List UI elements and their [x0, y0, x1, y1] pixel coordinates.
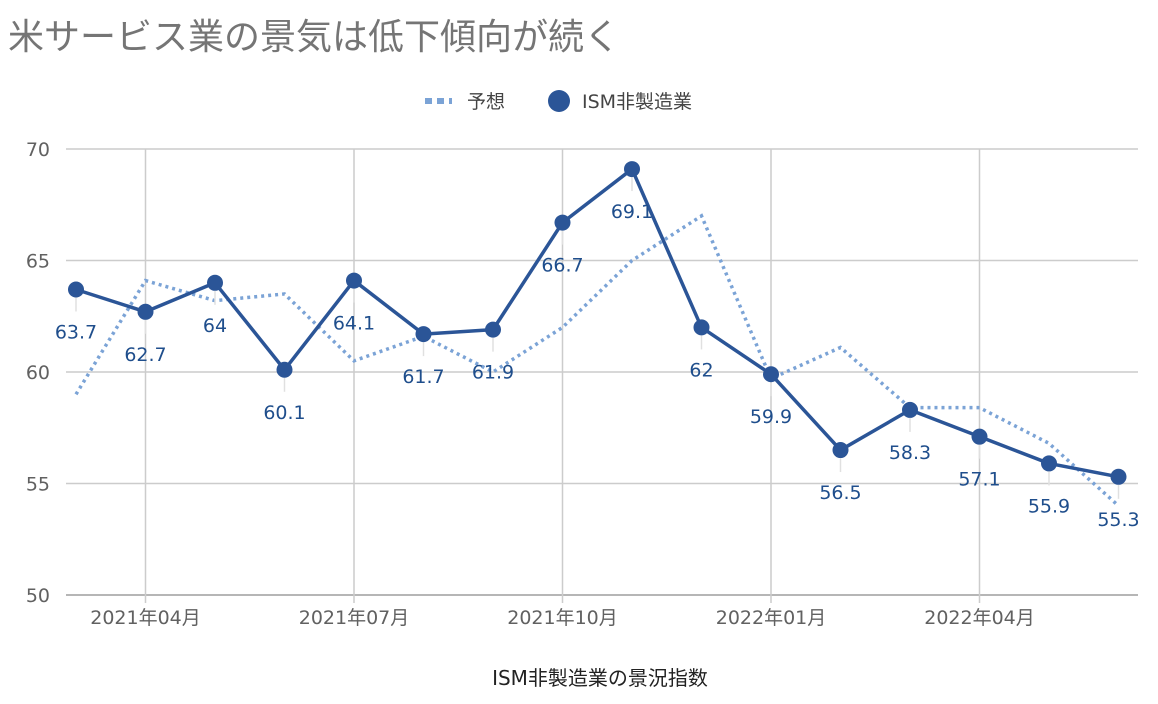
ism-data-point: [832, 442, 849, 459]
ism-data-label: 61.9: [472, 362, 514, 384]
x-tick-label: 2021年04月: [90, 607, 201, 629]
ism-data-label: 64: [203, 315, 227, 337]
x-tick-label: 2021年10月: [507, 607, 618, 629]
ism-data-label: 62.7: [124, 344, 166, 366]
ism-data-label: 63.7: [55, 321, 97, 343]
x-axis-title: ISM非製造業の景況指数: [492, 666, 708, 690]
ism-data-label: 57.1: [958, 469, 1000, 491]
x-tick-label: 2021年07月: [299, 607, 410, 629]
ism-data-point: [485, 321, 501, 338]
ism-data-label: 66.7: [541, 255, 583, 277]
ism-data-point: [902, 401, 918, 418]
forecast-series-line: [74, 213, 1120, 508]
ism-data-label: 58.3: [889, 442, 931, 464]
ism-data-point: [554, 214, 571, 231]
ism-data-point: [68, 281, 84, 298]
ism-data-point: [763, 366, 779, 383]
chart-title: 米サービス業の景気は低下傾向が続く: [8, 17, 621, 58]
ism-data-point: [971, 428, 988, 445]
ism-series-line: [75, 167, 1119, 479]
ism-data-point: [137, 303, 154, 320]
x-tick-label: 2022年01月: [716, 607, 827, 629]
x-tick-label: 2022年04月: [924, 607, 1035, 629]
ism-data-label: 55.9: [1028, 495, 1070, 517]
y-tick-label: 55: [26, 474, 50, 496]
ism-data-label: 59.9: [750, 406, 792, 428]
y-tick-label: 65: [26, 251, 50, 273]
ism-data-label: 69.1: [611, 201, 653, 223]
legend-ism-swatch: [548, 90, 570, 112]
ism-data-point: [1041, 455, 1057, 472]
ism-data-point: [693, 319, 710, 336]
legend-ism-label: ISM非製造業: [582, 91, 692, 113]
y-tick-label: 70: [26, 139, 50, 161]
ism-data-label: 61.7: [402, 366, 444, 388]
ism-data-point: [346, 272, 362, 289]
ism-data-point: [207, 274, 223, 291]
ism-data-label: 62: [689, 359, 713, 381]
ism-data-label: 64.1: [333, 313, 375, 335]
ism-data-label: 56.5: [819, 482, 861, 504]
y-tick-label: 60: [26, 362, 50, 384]
y-tick-label: 50: [26, 585, 50, 607]
ism-data-label: 55.3: [1097, 509, 1139, 531]
ism-data-label: 60.1: [263, 402, 305, 424]
ism-data-point: [624, 161, 640, 178]
ism-data-point: [1110, 468, 1127, 485]
ism-data-point: [415, 326, 432, 343]
ism-data-point: [276, 361, 293, 378]
legend-forecast-label: 予想: [467, 91, 505, 113]
